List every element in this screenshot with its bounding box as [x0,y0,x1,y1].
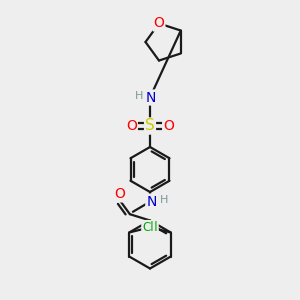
Text: H: H [134,91,143,101]
Text: O: O [126,119,137,133]
Text: N: N [146,195,157,208]
Text: S: S [145,118,155,134]
Text: N: N [146,91,156,104]
Text: Cl: Cl [142,221,154,234]
Text: O: O [163,119,174,133]
Text: O: O [114,188,125,201]
Text: Cl: Cl [146,221,158,234]
Text: O: O [154,16,164,31]
Text: H: H [160,195,168,205]
